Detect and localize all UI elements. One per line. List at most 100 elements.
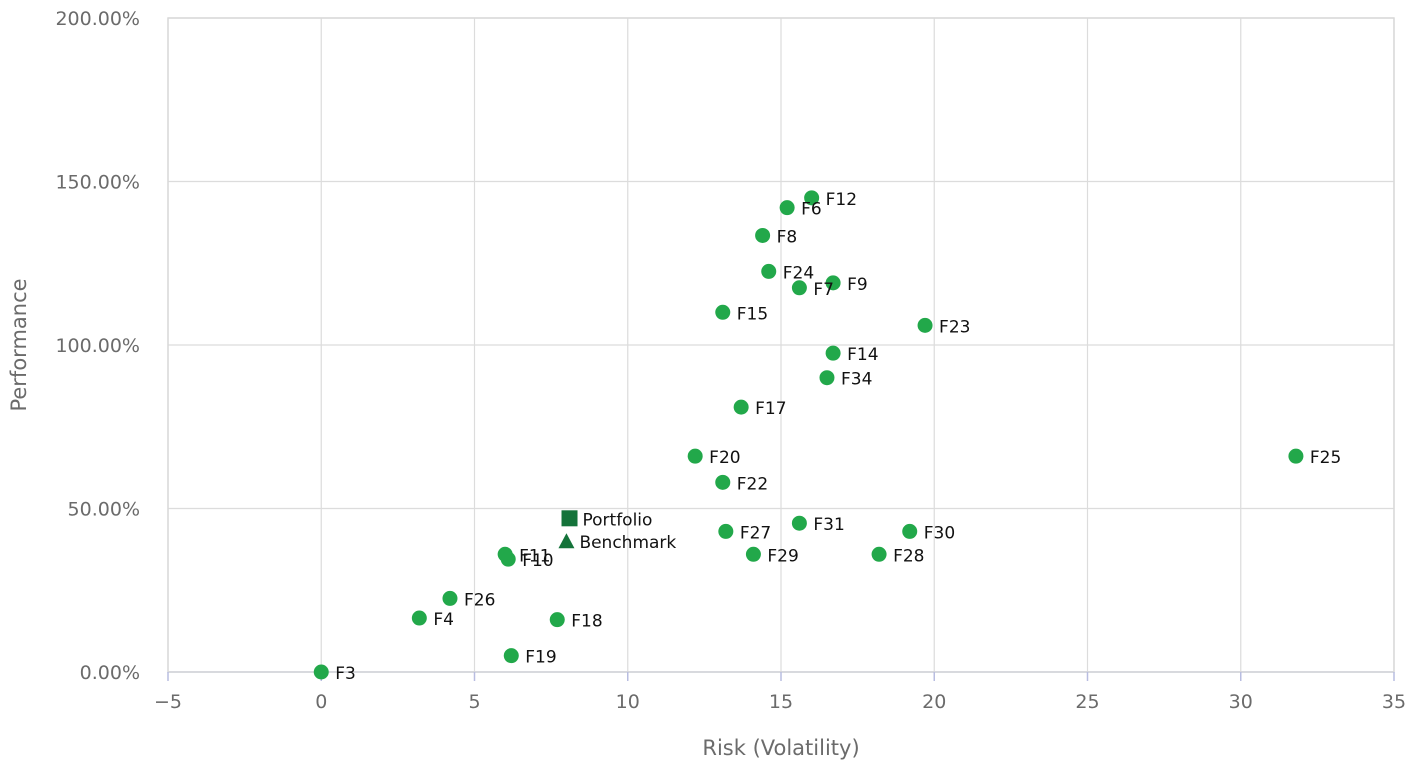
data-point-label: F27 [740,523,771,543]
data-point-marker[interactable] [313,664,329,680]
x-axis: −5 0 5 10 15 20 25 30 35 [154,672,1406,713]
data-point-label: F17 [755,399,786,419]
point-f17[interactable]: F17 [733,399,787,419]
point-f24[interactable]: F24 [761,263,814,283]
x-tick-label: 30 [1229,691,1253,713]
data-point-marker[interactable] [715,304,731,320]
point-f29[interactable]: F29 [745,546,799,566]
point-f22[interactable]: F22 [715,474,768,494]
x-axis-title: Risk (Volatility) [702,736,859,760]
data-point-marker[interactable] [761,263,777,279]
data-point-label: F30 [924,523,955,543]
data-point-marker[interactable] [755,227,771,243]
data-point-label: F18 [571,612,602,632]
data-point-label: F34 [841,370,872,390]
point-f12[interactable]: F12 [804,190,857,210]
data-point-marker[interactable] [871,546,887,562]
point-f8[interactable]: F8 [755,227,797,247]
x-tick-label: 0 [315,691,327,713]
data-point-marker[interactable] [825,275,841,291]
point-f19[interactable]: F19 [503,648,557,668]
square-marker[interactable] [561,510,578,527]
x-tick-label: 35 [1382,691,1406,713]
data-point-label: F3 [335,664,356,684]
special-point-label: Benchmark [579,533,676,553]
data-point-label: F12 [826,190,857,210]
point-f10[interactable]: F10 [500,551,554,571]
point-f23[interactable]: F23 [917,317,971,337]
point-f27[interactable]: F27 [718,523,771,543]
data-point-label: F25 [1310,448,1341,468]
data-point-marker[interactable] [715,474,731,490]
data-point-marker[interactable] [718,523,734,539]
data-point-marker[interactable] [503,648,519,664]
y-tick-label: 100.00% [55,335,140,357]
x-tick-label: −5 [154,691,182,713]
x-tick-label: 20 [922,691,946,713]
data-point-label: F31 [813,515,844,535]
data-point-marker[interactable] [411,610,427,626]
y-tick-label: 200.00% [55,8,140,30]
point-f18[interactable]: F18 [549,612,603,632]
point-f34[interactable]: F34 [819,370,872,390]
data-point-marker[interactable] [779,200,795,216]
data-point-label: F28 [893,546,924,566]
point-f14[interactable]: F14 [825,345,879,365]
y-tick-label: 0.00% [80,662,140,684]
data-point-label: F20 [709,448,740,468]
data-point-marker[interactable] [442,590,458,606]
point-portfolio[interactable]: Portfolio [561,510,653,530]
point-f26[interactable]: F26 [442,590,495,610]
y-tick-label: 150.00% [55,172,140,194]
data-point-marker[interactable] [825,345,841,361]
point-benchmark[interactable]: Benchmark [558,533,676,553]
x-tick-label: 15 [769,691,793,713]
data-point-marker[interactable] [687,448,703,464]
data-point-label: F22 [737,474,768,494]
data-point-marker[interactable] [819,370,835,386]
data-point-marker[interactable] [500,551,516,567]
point-f31[interactable]: F31 [791,515,845,535]
data-point-label: F7 [813,280,834,300]
data-point-label: F26 [464,590,495,610]
point-f30[interactable]: F30 [902,523,955,543]
special-points: Portfolio Benchmark [558,510,676,553]
data-point-label: F15 [737,304,768,324]
data-point-label: F14 [847,345,878,365]
point-f3[interactable]: F3 [313,664,356,684]
point-f7[interactable]: F7 [791,280,834,300]
data-point-marker[interactable] [1288,448,1304,464]
data-point-marker[interactable] [902,523,918,539]
point-f9[interactable]: F9 [825,275,868,295]
data-point-label: F9 [847,275,868,295]
y-axis: 0.00% 50.00% 100.00% 150.00% 200.00% [55,8,140,684]
data-point-label: F29 [767,546,798,566]
x-tick-label: 25 [1075,691,1099,713]
special-point-label: Portfolio [583,510,653,530]
data-point-label: F6 [801,200,822,220]
y-tick-label: 50.00% [68,499,140,521]
triangle-marker[interactable] [558,533,575,549]
point-f25[interactable]: F25 [1288,448,1341,468]
data-point-label: F11 [519,546,550,566]
data-point-label: F4 [433,610,454,630]
point-f20[interactable]: F20 [687,448,741,468]
point-f6[interactable]: F6 [779,200,822,220]
x-tick-label: 10 [616,691,640,713]
data-point-label: F24 [783,263,814,283]
point-f15[interactable]: F15 [715,304,768,324]
data-point-marker[interactable] [549,612,565,628]
data-point-marker[interactable] [745,546,761,562]
grid [167,17,1395,673]
data-point-marker[interactable] [733,399,749,415]
data-point-marker[interactable] [791,280,807,296]
data-point-marker[interactable] [791,515,807,531]
point-f4[interactable]: F4 [411,610,454,630]
data-point-label: F23 [939,317,970,337]
data-point-marker[interactable] [917,317,933,333]
point-f28[interactable]: F28 [871,546,925,566]
x-tick-label: 5 [468,691,480,713]
data-point-marker[interactable] [804,190,820,206]
